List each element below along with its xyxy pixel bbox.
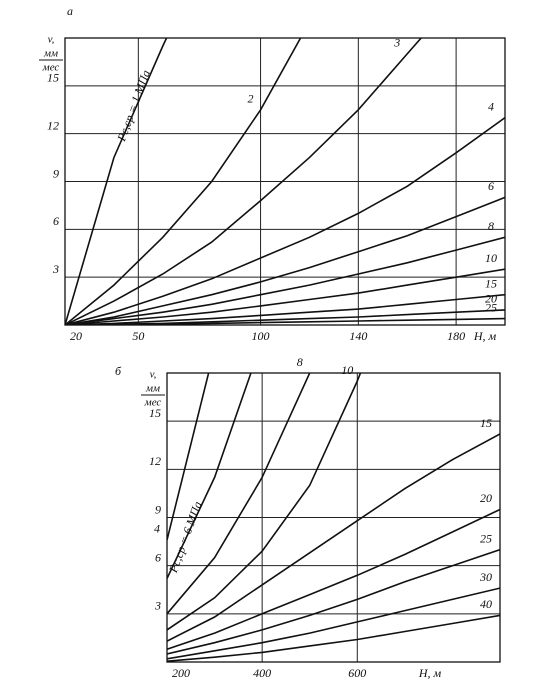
series-label: 40 [480,597,492,611]
x-tick-label: 140 [349,329,367,343]
curve [65,38,423,325]
y-axis-label: v, мм мес [39,34,63,74]
plot-frame [64,37,506,326]
y-axis-label-part: мм [43,48,58,60]
series-label: 20 [485,292,497,306]
y-tick-label: 9 [53,166,59,180]
y-tick-label: 15 [149,406,161,420]
y-axis-label: v, мм мес [141,369,165,409]
y-axis-label-part: мес [42,62,60,74]
y-tick-label: 9 [155,502,161,516]
curve [167,373,362,631]
curve [65,38,168,325]
x-tick-label: 50 [132,329,144,343]
curve [65,117,505,325]
panel-title: б [115,364,122,378]
y-tick-label: 6 [53,214,59,228]
curve [167,433,500,642]
curve [167,508,500,650]
curve [167,373,252,579]
series-label: Pс,ср = 6 МПа [166,499,205,575]
curves [65,38,505,325]
series-label: Pс,ср = 1 МПа [114,68,153,144]
curve [65,317,505,325]
y-tick-label: 6 [155,550,161,564]
series-label: 15 [480,416,492,430]
curve [167,373,210,541]
y-axis-label-part: мм [145,383,160,395]
series-label: 30 [479,570,492,584]
curve [167,587,500,660]
curve [167,373,311,615]
y-axis-label-part: мес [144,397,162,409]
series-label: 6 [488,179,494,193]
curve [65,196,505,325]
curve [65,38,302,325]
y-tick-label: 12 [149,454,161,468]
x-tick-label: 100 [252,329,270,343]
y-tick-label: 12 [47,118,59,132]
series-label: 8 [297,355,303,369]
curve [65,236,505,325]
x-tick-label: 400 [253,666,271,680]
curve [167,614,500,662]
series-label: 25 [485,300,497,314]
y-axis-label-part: v, [150,369,157,381]
series-label: 10 [485,251,497,265]
series-label: 4 [154,522,160,536]
x-tick-label: 20 [70,329,82,343]
curves [167,373,500,662]
plot-frame [166,372,501,663]
x-tick-label: 180 [447,329,465,343]
series-label: 10 [341,363,353,377]
x-axis-label: H, м [418,666,442,680]
series-label: 8 [488,219,494,233]
curve [65,268,505,325]
y-tick-label: 3 [154,599,161,613]
series-label: 2 [248,92,254,106]
x-tick-label: 200 [172,666,190,680]
curve [65,293,505,325]
series-label: 4 [488,99,494,113]
x-tick-label: 600 [348,666,366,680]
y-tick-label: 3 [52,262,59,276]
series-label: 3 [393,36,400,50]
series-label: 15 [485,276,497,290]
y-axis-label-part: v, [48,34,55,46]
curve [167,548,500,655]
y-tick-label: 15 [47,71,59,85]
x-axis-label: H, м [473,329,497,343]
series-label: 20 [480,491,492,505]
panel-title: а [67,4,73,18]
series-label: 25 [480,531,492,545]
